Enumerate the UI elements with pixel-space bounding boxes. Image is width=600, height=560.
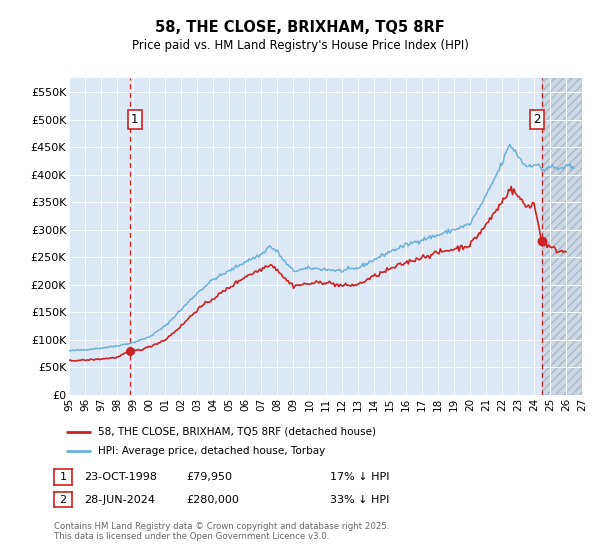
Text: Contains HM Land Registry data © Crown copyright and database right 2025.
This d: Contains HM Land Registry data © Crown c… <box>54 522 389 542</box>
Text: £79,950: £79,950 <box>186 472 232 482</box>
Text: 17% ↓ HPI: 17% ↓ HPI <box>330 472 389 482</box>
Text: 1: 1 <box>131 113 139 126</box>
Text: 28-JUN-2024: 28-JUN-2024 <box>84 494 155 505</box>
Text: 33% ↓ HPI: 33% ↓ HPI <box>330 494 389 505</box>
Text: 2: 2 <box>59 494 67 505</box>
Bar <box>542 78 582 395</box>
Text: Price paid vs. HM Land Registry's House Price Index (HPI): Price paid vs. HM Land Registry's House … <box>131 39 469 52</box>
Text: 58, THE CLOSE, BRIXHAM, TQ5 8RF: 58, THE CLOSE, BRIXHAM, TQ5 8RF <box>155 20 445 35</box>
Bar <box>542 78 582 395</box>
Text: £280,000: £280,000 <box>186 494 239 505</box>
Text: HPI: Average price, detached house, Torbay: HPI: Average price, detached house, Torb… <box>98 446 326 456</box>
Text: 1: 1 <box>59 472 67 482</box>
Text: 58, THE CLOSE, BRIXHAM, TQ5 8RF (detached house): 58, THE CLOSE, BRIXHAM, TQ5 8RF (detache… <box>98 427 376 437</box>
Text: 2: 2 <box>533 113 541 126</box>
Text: 23-OCT-1998: 23-OCT-1998 <box>84 472 157 482</box>
